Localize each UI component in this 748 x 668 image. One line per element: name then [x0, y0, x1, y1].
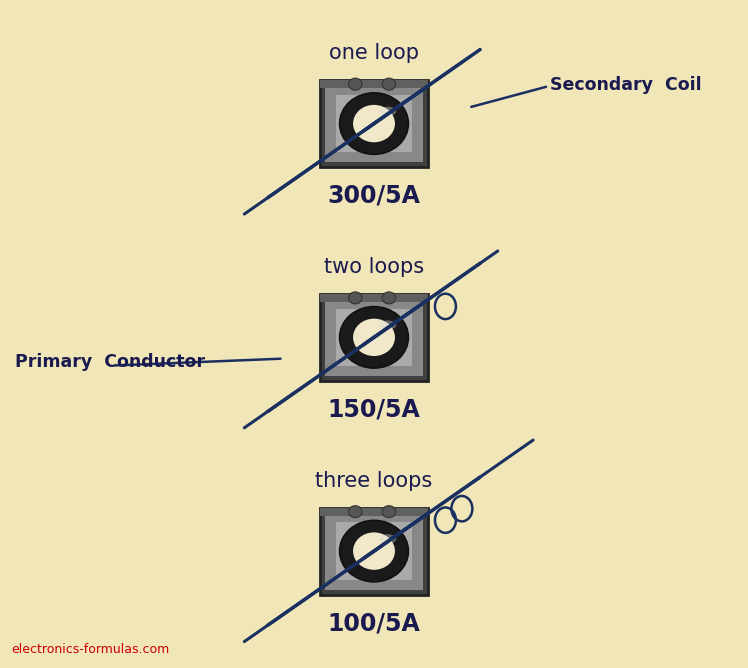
Bar: [336, 95, 411, 152]
Bar: [336, 522, 411, 580]
Bar: [349, 321, 398, 354]
Circle shape: [340, 307, 408, 368]
Bar: [336, 309, 411, 366]
Text: Secondary  Coil: Secondary Coil: [550, 76, 702, 94]
Ellipse shape: [379, 107, 396, 116]
Circle shape: [349, 78, 362, 90]
Circle shape: [340, 520, 408, 582]
Circle shape: [353, 105, 395, 142]
Text: two loops: two loops: [324, 257, 424, 277]
Bar: [325, 299, 423, 376]
Text: 150/5A: 150/5A: [328, 397, 420, 422]
Text: one loop: one loop: [329, 43, 419, 63]
Circle shape: [349, 506, 362, 518]
Circle shape: [353, 532, 395, 570]
Text: Primary  Conductor: Primary Conductor: [15, 353, 205, 371]
Ellipse shape: [379, 321, 396, 329]
Circle shape: [349, 292, 362, 304]
Circle shape: [382, 292, 396, 304]
Bar: [319, 508, 428, 595]
Ellipse shape: [379, 534, 396, 544]
Bar: [319, 508, 428, 516]
Text: 100/5A: 100/5A: [328, 611, 420, 635]
Circle shape: [382, 78, 396, 90]
Circle shape: [340, 93, 408, 154]
Circle shape: [353, 319, 395, 356]
Bar: [319, 294, 428, 381]
Bar: [319, 80, 428, 167]
Circle shape: [382, 506, 396, 518]
Bar: [319, 80, 428, 88]
Bar: [325, 85, 423, 162]
Text: 300/5A: 300/5A: [328, 184, 420, 208]
Bar: [349, 534, 398, 568]
Bar: [319, 294, 428, 302]
Text: three loops: three loops: [316, 471, 432, 491]
Bar: [349, 107, 398, 140]
Bar: [325, 512, 423, 590]
Text: electronics-formulas.com: electronics-formulas.com: [11, 643, 170, 656]
